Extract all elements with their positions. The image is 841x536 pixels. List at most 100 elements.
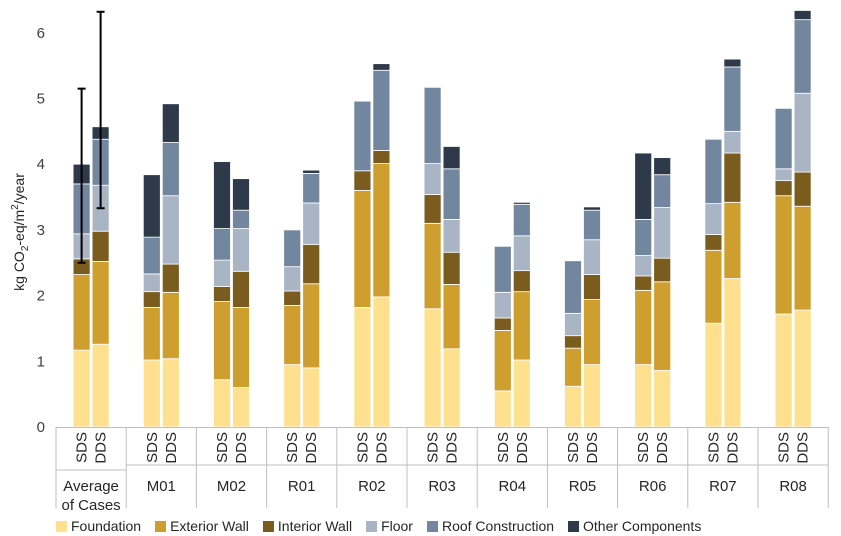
bar-segment <box>302 243 321 285</box>
y-tick-label: 4 <box>37 156 45 173</box>
bar-segment <box>213 301 231 381</box>
bar-segment <box>72 274 91 351</box>
bar-segment <box>283 266 302 292</box>
x-subcategory-label: DDS <box>233 432 250 464</box>
bar-segment <box>213 286 231 302</box>
x-group-label: R04 <box>499 478 527 495</box>
bar-segment <box>704 203 723 235</box>
x-subcategory-label: DDS <box>724 432 741 464</box>
bar-segment <box>774 195 793 315</box>
bar-segment <box>142 174 161 238</box>
x-subcategory-label: SDS <box>354 432 371 463</box>
legend-swatch <box>56 520 67 532</box>
y-axis-label: kg CO2-eq/m2/year <box>10 173 31 291</box>
bar-segment <box>302 202 321 245</box>
bar-segment <box>442 348 461 428</box>
x-group-label: R08 <box>779 478 807 495</box>
y-tick-label: 2 <box>37 288 45 305</box>
x-group-label: R06 <box>639 478 667 495</box>
bar-segment <box>653 281 672 371</box>
bar-segment <box>704 234 723 251</box>
bar-segment <box>564 385 582 428</box>
y-tick-label: 6 <box>37 25 45 42</box>
bar-segment <box>634 255 653 277</box>
bar-segment <box>423 194 442 224</box>
bar-segment <box>91 343 110 428</box>
bar-segment <box>283 305 302 365</box>
bar-segment <box>302 367 321 428</box>
error-bars <box>77 10 105 264</box>
bar-segment <box>723 278 742 428</box>
bar-segment <box>442 251 461 285</box>
bar-segment <box>774 168 793 182</box>
bar-segment <box>91 230 110 262</box>
bar-segment <box>704 138 723 205</box>
x-group-label: Average <box>63 478 119 495</box>
bar-segment <box>493 330 512 392</box>
bar-segment <box>442 284 461 350</box>
legend-swatch <box>568 520 580 532</box>
bar-segment <box>232 387 250 428</box>
x-subcategory-label: DDS <box>93 432 110 464</box>
legend-swatch <box>155 520 167 532</box>
legend-label: Floor <box>381 518 413 534</box>
bar-segment <box>493 390 512 428</box>
x-subcategory-label: SDS <box>776 432 793 463</box>
x-subcategory-label: SDS <box>425 432 442 463</box>
bar-segment <box>213 379 231 428</box>
x-subcategory-label: SDS <box>74 432 91 463</box>
bar-segment <box>793 171 812 207</box>
x-subcategory-label: SDS <box>144 432 161 463</box>
bar-segment <box>564 260 582 314</box>
x-subcategory-label: SDS <box>284 432 301 463</box>
bar-segment <box>704 322 723 428</box>
legend-item: Roof Construction <box>426 518 554 534</box>
bar-segment <box>723 152 742 203</box>
bar-segment <box>634 289 653 365</box>
bar-segment <box>72 349 91 428</box>
bar-segment <box>372 296 391 428</box>
bar-segment <box>564 347 582 387</box>
x-subcategory-label: DDS <box>584 432 601 464</box>
x-subcategory-label: DDS <box>795 432 812 464</box>
legend-item: Other Components <box>568 518 701 534</box>
x-group-label: R05 <box>569 478 597 495</box>
legend-item: Foundation <box>56 518 141 534</box>
legend-item: Interior Wall <box>262 518 353 534</box>
x-group-label: R02 <box>358 478 386 495</box>
legend-swatch <box>426 520 438 532</box>
bar-segment <box>564 312 582 337</box>
bar-segment <box>793 309 812 428</box>
x-subcategory-label: SDS <box>705 432 722 463</box>
bar-segment <box>493 291 512 319</box>
bar-segment <box>723 130 742 154</box>
x-group-label: M01 <box>147 478 176 495</box>
bar-segment <box>142 291 161 308</box>
legend-label: Interior Wall <box>277 518 353 534</box>
bar-segment <box>213 228 231 261</box>
bar-segment <box>142 236 161 275</box>
bar-segment <box>564 335 582 349</box>
legend-swatch <box>366 520 378 532</box>
x-group-label: M02 <box>217 478 246 495</box>
bar-segment <box>372 63 391 71</box>
x-group-label: R01 <box>288 478 316 495</box>
bar-segment <box>91 261 110 345</box>
bar-segment <box>583 209 601 241</box>
bar-segment <box>161 142 180 197</box>
bar-segment <box>512 201 531 205</box>
bar-segment <box>302 283 321 369</box>
bar-segment <box>512 203 531 237</box>
bar-segment <box>353 190 372 308</box>
bar-segment <box>512 235 531 272</box>
bar-segment <box>583 299 601 365</box>
bar-segment <box>723 58 742 68</box>
x-group-label: R07 <box>709 478 737 495</box>
bar-segment <box>142 359 161 428</box>
x-subcategory-label: DDS <box>163 432 180 464</box>
x-axis: SDS DDS SDS DDS SDS DDS SDS DDS SDS DDS SDS DDS SDS D… <box>55 427 829 514</box>
bar-segment <box>512 359 531 428</box>
legend-label: Foundation <box>71 518 142 534</box>
bar-segment <box>704 249 723 324</box>
bar-segment <box>423 308 442 428</box>
